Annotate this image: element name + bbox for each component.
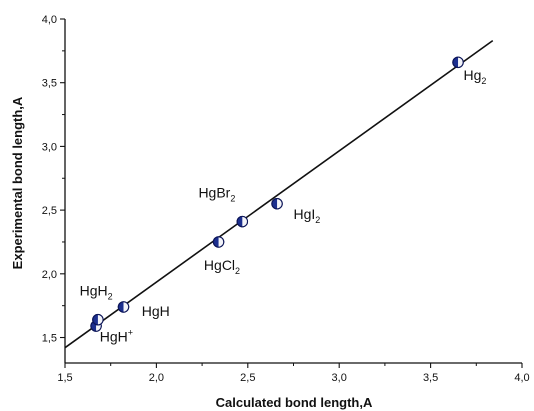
annotation-base: HgH	[142, 303, 170, 319]
annotation-subscript: 2	[235, 266, 240, 276]
x-tick-label: 4,0	[514, 372, 529, 384]
axes: 1,5 1,5 2,0 2,0 2,5 2,5 3,0 3,0 3,5 3,5 4,0 4,0	[42, 14, 530, 384]
fit-line-group	[64, 40, 494, 349]
y-tick-label: 4,0	[42, 14, 57, 26]
points-group	[90, 56, 464, 332]
x-axis-title: Calculated bond length,A	[216, 395, 373, 410]
y-tick-label: 3,0	[42, 141, 57, 153]
data-point	[92, 313, 104, 326]
point-annotation: HgI2	[294, 206, 321, 225]
data-point	[452, 56, 464, 69]
point-annotation: HgH	[142, 303, 170, 319]
annotation-base: Hg	[464, 67, 482, 83]
annotation-subscript: 2	[108, 291, 113, 301]
y-tick-label: 1,5	[42, 333, 57, 345]
point-annotation: HgH2	[80, 282, 113, 301]
x-tick-label: 1,5	[57, 372, 72, 384]
point-annotation: HgH+	[100, 327, 133, 344]
data-point	[212, 236, 225, 248]
annotation-subscript: 2	[315, 215, 320, 225]
y-tick-label: 2,0	[42, 269, 57, 281]
data-point-outline	[271, 197, 283, 210]
annotation-base: HgH	[80, 282, 108, 298]
y-tick-label: 2,5	[42, 205, 57, 217]
annotation-subscript: 2	[230, 193, 235, 203]
data-point	[117, 301, 130, 313]
annotation-superscript: +	[128, 327, 133, 337]
annotation-base: HgCl	[204, 257, 235, 273]
point-annotation: HgBr2	[198, 184, 235, 203]
annotation-base: HgI	[294, 206, 316, 222]
annotation-base: HgH	[100, 328, 128, 344]
x-tick-label: 2,0	[149, 372, 164, 384]
x-tick-label: 2,5	[240, 372, 255, 384]
annotation-subscript: 2	[481, 76, 486, 86]
point-annotation: HgCl2	[204, 257, 240, 276]
fit-line	[64, 40, 494, 349]
data-point-outline	[117, 301, 130, 313]
point-annotation: Hg2	[464, 67, 487, 86]
data-point-outline	[236, 215, 249, 228]
y-axis-title: Experimental bond length,A	[10, 96, 25, 269]
data-point	[271, 197, 283, 210]
data-point-outline	[452, 56, 464, 69]
x-tick-label: 3,0	[332, 372, 347, 384]
y-tick-label: 3,5	[42, 78, 57, 90]
x-tick-label: 3,5	[423, 372, 438, 384]
annotation-base: HgBr	[198, 184, 230, 200]
data-point-outline	[212, 236, 225, 248]
data-point	[236, 215, 249, 228]
data-point-outline	[92, 313, 104, 326]
